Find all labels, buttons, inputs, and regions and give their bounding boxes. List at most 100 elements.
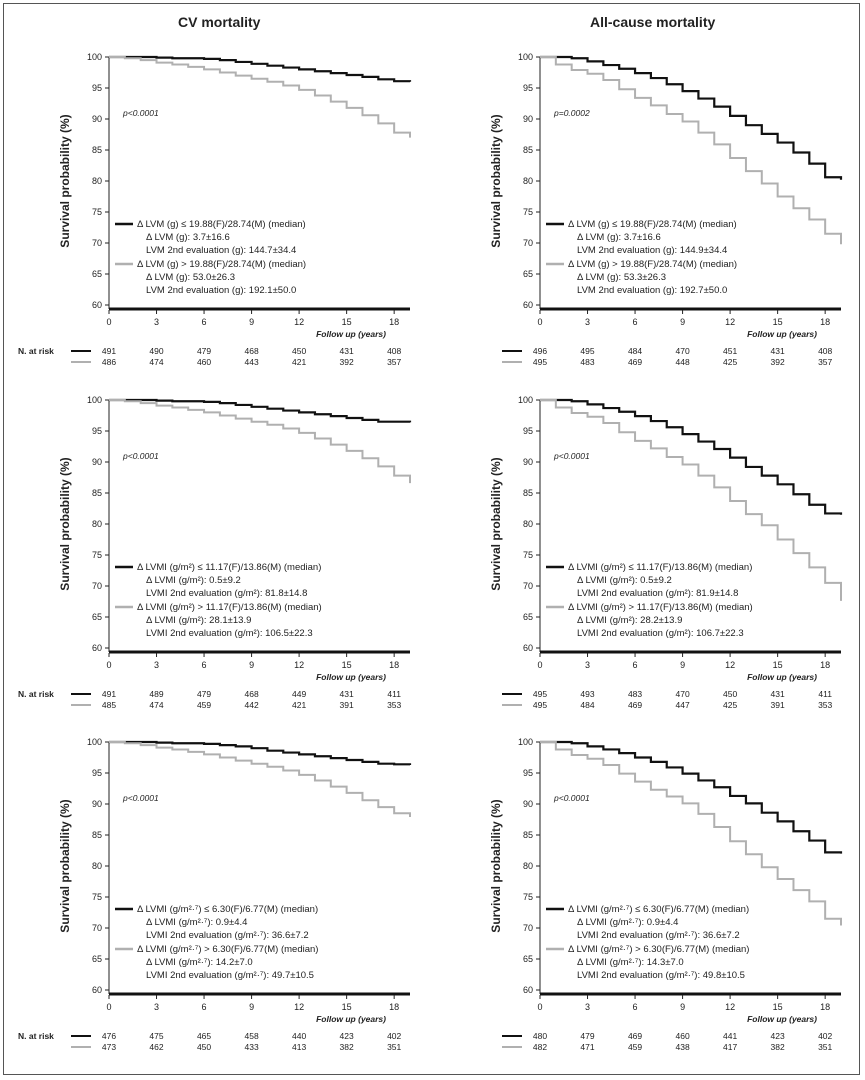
legend-label: Δ LVMI (g/m²) > 11.17(F)/13.86(M) (media… xyxy=(137,602,322,613)
risk-count: 443 xyxy=(244,357,258,367)
risk-count: 469 xyxy=(628,357,642,367)
legend-detail: LVMI 2nd evaluation (g/m²): 106.7±22.3 xyxy=(577,628,744,639)
risk-count: 468 xyxy=(244,346,258,356)
legend-detail: Δ LVMI (g/m²): 0.5±9.2 xyxy=(577,575,672,586)
risk-count: 431 xyxy=(340,689,354,699)
y-tick-label: 90 xyxy=(92,799,102,809)
risk-count: 474 xyxy=(149,700,163,710)
x-tick-label: 0 xyxy=(537,317,542,327)
risk-count: 483 xyxy=(628,689,642,699)
risk-count: 448 xyxy=(675,357,689,367)
y-tick-label: 95 xyxy=(523,426,533,436)
legend-detail: LVMI 2nd evaluation (g/m²·⁷): 49.8±10.5 xyxy=(577,970,745,981)
risk-count: 450 xyxy=(197,1042,211,1052)
legend-detail: Δ LVMI (g/m²): 0.5±9.2 xyxy=(146,575,241,586)
y-tick-label: 70 xyxy=(523,581,533,591)
legend-detail: LVM 2nd evaluation (g): 144.7±34.4 xyxy=(146,245,296,256)
risk-count: 473 xyxy=(102,1042,116,1052)
x-tick-label: 3 xyxy=(154,660,159,670)
legend-detail: LVMI 2nd evaluation (g/m²·⁷): 36.6±7.2 xyxy=(146,930,309,941)
y-tick-label: 70 xyxy=(92,238,102,248)
risk-table-label: N. at risk xyxy=(18,346,54,356)
risk-count: 411 xyxy=(818,689,832,699)
risk-table-label: N. at risk xyxy=(18,689,54,699)
y-tick-label: 80 xyxy=(523,176,533,186)
y-tick-label: 65 xyxy=(523,612,533,622)
legend-label: Δ LVM (g) ≤ 19.88(F)/28.74(M) (median) xyxy=(568,219,737,230)
risk-count: 408 xyxy=(387,346,401,356)
legend-detail: LVMI 2nd evaluation (g/m²·⁷): 49.7±10.5 xyxy=(146,970,314,981)
survival-curve xyxy=(109,56,411,138)
risk-count: 423 xyxy=(340,1031,354,1041)
x-tick-label: 0 xyxy=(106,1002,111,1012)
y-tick-label: 70 xyxy=(523,238,533,248)
y-tick-label: 85 xyxy=(92,488,102,498)
x-tick-label: 15 xyxy=(342,1002,352,1012)
p-value: p=0.0002 xyxy=(553,108,590,118)
risk-count: 450 xyxy=(723,689,737,699)
y-tick-label: 95 xyxy=(523,83,533,93)
risk-count: 485 xyxy=(102,700,116,710)
risk-count: 482 xyxy=(533,1042,547,1052)
p-value: p<0.0001 xyxy=(122,793,159,803)
risk-count: 495 xyxy=(533,357,547,367)
y-tick-label: 90 xyxy=(523,799,533,809)
y-tick-label: 85 xyxy=(92,145,102,155)
risk-count: 462 xyxy=(149,1042,163,1052)
risk-count: 469 xyxy=(628,1031,642,1041)
risk-count: 468 xyxy=(244,689,258,699)
y-tick-label: 80 xyxy=(523,861,533,871)
y-tick-label: 75 xyxy=(92,550,102,560)
legend-label: Δ LVM (g) > 19.88(F)/28.74(M) (median) xyxy=(568,259,737,270)
y-tick-label: 85 xyxy=(523,830,533,840)
risk-count: 431 xyxy=(771,689,785,699)
risk-count: 351 xyxy=(387,1042,401,1052)
p-value: p<0.0001 xyxy=(122,451,159,461)
y-tick-label: 70 xyxy=(92,581,102,591)
x-tick-label: 3 xyxy=(154,1002,159,1012)
legend-label: Δ LVMI (g/m²·⁷) > 6.30(F)/6.77(M) (media… xyxy=(137,944,318,955)
y-tick-label: 90 xyxy=(523,114,533,124)
risk-count: 495 xyxy=(580,346,594,356)
risk-count: 489 xyxy=(149,689,163,699)
legend-label: Δ LVMI (g/m²·⁷) ≤ 6.30(F)/6.77(M) (media… xyxy=(568,904,749,915)
p-value: p<0.0001 xyxy=(553,451,590,461)
y-tick-label: 70 xyxy=(523,923,533,933)
x-tick-label: 6 xyxy=(202,660,207,670)
column-title-all-cause: All-cause mortality xyxy=(590,14,716,30)
y-tick-label: 65 xyxy=(92,954,102,964)
legend-label: Δ LVM (g) > 19.88(F)/28.74(M) (median) xyxy=(137,259,306,270)
risk-count: 491 xyxy=(102,689,116,699)
risk-count: 470 xyxy=(675,689,689,699)
risk-count: 479 xyxy=(197,346,211,356)
y-axis-label: Survival probability (%) xyxy=(58,114,72,247)
x-tick-label: 0 xyxy=(537,1002,542,1012)
legend-label: Δ LVM (g) ≤ 19.88(F)/28.74(M) (median) xyxy=(137,219,306,230)
x-tick-label: 12 xyxy=(294,660,304,670)
y-tick-label: 75 xyxy=(523,550,533,560)
x-tick-label: 12 xyxy=(294,317,304,327)
risk-count: 490 xyxy=(149,346,163,356)
survival-curve xyxy=(109,741,411,818)
y-tick-label: 100 xyxy=(518,737,533,747)
legend-detail: Δ LVM (g): 53.3±26.3 xyxy=(577,272,666,283)
risk-count: 451 xyxy=(723,346,737,356)
y-axis-label: Survival probability (%) xyxy=(489,457,503,590)
risk-count: 351 xyxy=(818,1042,832,1052)
y-tick-label: 100 xyxy=(87,395,102,405)
risk-count: 491 xyxy=(102,346,116,356)
x-tick-label: 9 xyxy=(680,317,685,327)
x-tick-label: 15 xyxy=(773,1002,783,1012)
risk-count: 421 xyxy=(292,357,306,367)
legend-detail: Δ LVMI (g/m²·⁷): 14.2±7.0 xyxy=(146,957,253,968)
y-tick-label: 75 xyxy=(523,892,533,902)
risk-count: 440 xyxy=(292,1031,306,1041)
x-axis-label: Follow up (years) xyxy=(316,1014,386,1024)
risk-table-label: N. at risk xyxy=(18,1031,54,1041)
y-tick-label: 65 xyxy=(92,269,102,279)
risk-count: 431 xyxy=(771,346,785,356)
risk-count: 425 xyxy=(723,357,737,367)
legend-detail: Δ LVMI (g/m²·⁷): 0.9±4.4 xyxy=(146,917,247,928)
x-tick-label: 12 xyxy=(725,317,735,327)
